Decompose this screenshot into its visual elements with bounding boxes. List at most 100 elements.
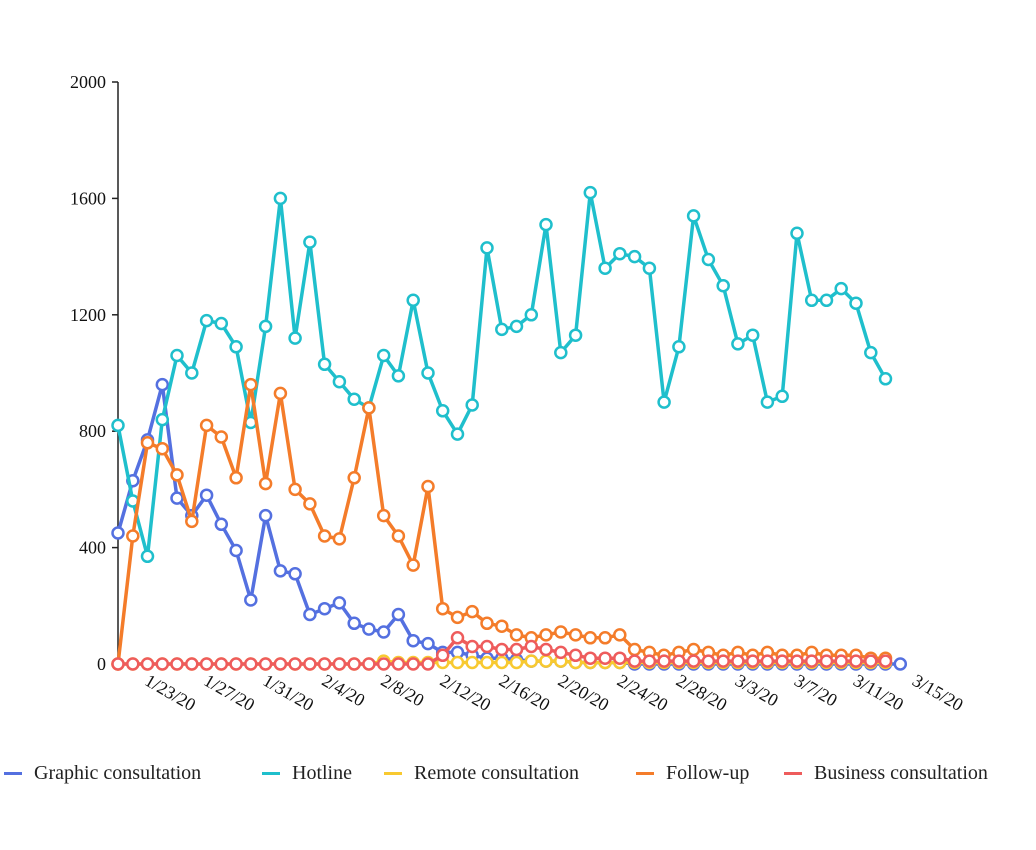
data-point xyxy=(465,639,479,654)
data-point xyxy=(554,345,568,360)
data-point xyxy=(480,639,494,654)
data-point xyxy=(391,657,406,671)
data-point xyxy=(804,654,819,668)
data-point xyxy=(229,657,243,671)
data-point xyxy=(790,226,804,241)
data-point xyxy=(258,319,273,334)
data-point xyxy=(362,657,376,671)
legend-item[interactable]: Business consultation xyxy=(784,758,988,788)
data-point xyxy=(126,657,140,671)
data-point xyxy=(760,395,775,409)
data-point xyxy=(303,607,317,622)
data-point xyxy=(317,657,332,671)
data-point xyxy=(376,625,391,639)
data-point xyxy=(244,657,258,671)
data-point xyxy=(435,601,450,616)
legend-swatch xyxy=(636,771,654,775)
data-point xyxy=(406,293,420,308)
data-point xyxy=(391,369,406,383)
data-point xyxy=(199,313,214,328)
data-point xyxy=(554,625,568,639)
data-point xyxy=(686,209,701,223)
data-point xyxy=(495,655,509,670)
data-point xyxy=(627,642,642,657)
data-point xyxy=(391,529,406,543)
legend-swatch xyxy=(384,771,402,775)
data-point xyxy=(376,348,391,363)
data-point xyxy=(554,645,568,660)
data-point xyxy=(849,296,863,310)
data-point xyxy=(509,319,524,334)
data-point xyxy=(435,648,450,663)
x-tick-label: 1/23/20 xyxy=(142,670,200,715)
data-point xyxy=(332,532,347,546)
data-point xyxy=(288,331,302,345)
data-point xyxy=(524,308,539,322)
series-1 xyxy=(111,377,908,671)
data-point xyxy=(627,249,642,264)
data-point xyxy=(878,654,893,668)
data-point xyxy=(406,657,420,671)
data-point xyxy=(258,508,273,523)
data-point xyxy=(288,657,302,671)
data-point xyxy=(745,328,760,342)
data-point xyxy=(613,246,627,261)
data-point xyxy=(229,340,243,354)
data-point xyxy=(155,377,170,392)
data-point xyxy=(819,293,834,308)
y-tick-label: 0 xyxy=(97,654,106,674)
data-point xyxy=(376,657,391,671)
data-point xyxy=(155,441,170,456)
legend-item[interactable]: Follow-up xyxy=(636,758,749,788)
data-point xyxy=(760,654,775,668)
data-point xyxy=(347,657,361,671)
data-point xyxy=(701,252,716,267)
data-point xyxy=(672,340,686,354)
data-point xyxy=(214,316,229,331)
legend-item[interactable]: Hotline xyxy=(262,758,352,788)
data-point xyxy=(155,412,170,427)
series-5 xyxy=(111,631,893,671)
data-point xyxy=(539,642,553,657)
data-point xyxy=(155,657,170,671)
legend-label: Business consultation xyxy=(814,761,988,784)
x-tick-label: 2/24/20 xyxy=(614,670,672,715)
legend-label: Follow-up xyxy=(666,761,750,784)
data-point xyxy=(495,322,509,337)
data-point xyxy=(524,639,539,654)
data-point xyxy=(893,657,908,671)
legend-item[interactable]: Graphic consultation xyxy=(4,758,201,788)
data-point xyxy=(317,601,332,616)
data-point xyxy=(332,657,347,671)
data-point xyxy=(347,471,361,485)
legend-label: Hotline xyxy=(292,761,352,784)
x-tick-label: 2/16/20 xyxy=(496,670,554,715)
data-point xyxy=(214,430,229,444)
data-point xyxy=(686,654,701,668)
data-point xyxy=(539,628,553,642)
data-point xyxy=(524,654,539,668)
data-point xyxy=(421,636,435,651)
data-point xyxy=(465,398,479,412)
x-tick-label: 2/4/20 xyxy=(319,670,369,710)
data-point xyxy=(421,366,435,380)
data-point xyxy=(317,529,332,543)
data-point xyxy=(332,596,347,610)
data-point xyxy=(583,631,598,645)
data-point xyxy=(185,366,199,380)
data-point xyxy=(731,654,745,668)
data-point xyxy=(406,633,420,648)
data-point xyxy=(716,654,730,668)
data-point xyxy=(731,337,745,351)
data-point xyxy=(834,281,848,296)
legend-label: Graphic consultation xyxy=(34,761,202,784)
data-point xyxy=(450,631,465,645)
legend-label: Remote consultation xyxy=(414,761,579,784)
legend-item[interactable]: Remote consultation xyxy=(384,758,579,788)
series-line xyxy=(116,190,888,559)
y-tick-label: 1200 xyxy=(70,305,106,325)
data-point xyxy=(642,261,657,275)
x-tick-label: 3/15/20 xyxy=(909,670,967,715)
data-point xyxy=(273,191,288,206)
